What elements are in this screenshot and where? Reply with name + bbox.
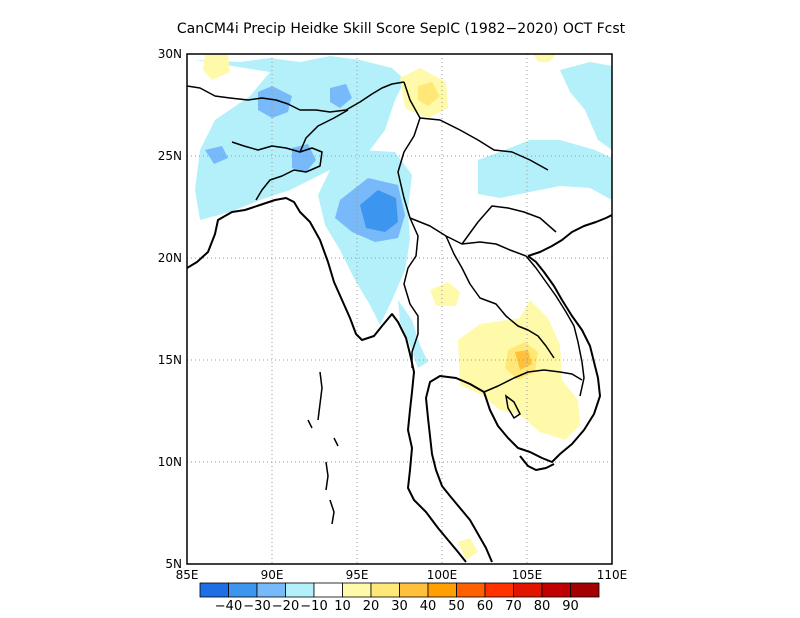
colorbar-swatch bbox=[313, 582, 343, 598]
x-tick-label: 105E bbox=[512, 568, 543, 582]
positive-skill-mid bbox=[430, 282, 460, 306]
border-myanmar-east bbox=[397, 81, 421, 368]
map-islands bbox=[307, 371, 521, 525]
colorbar-label: 60 bbox=[477, 599, 494, 614]
colorbar-swatch bbox=[342, 582, 372, 598]
border-laos-vietnam bbox=[525, 255, 585, 397]
colorbar-swatch bbox=[570, 582, 600, 598]
lake-tonle-sap bbox=[504, 394, 521, 420]
map-coastlines bbox=[187, 197, 612, 563]
colorbar-label: −10 bbox=[300, 599, 327, 614]
x-tick-label: 100E bbox=[427, 568, 458, 582]
x-tick-label: 95E bbox=[346, 568, 369, 582]
colorbar-swatch bbox=[427, 582, 457, 598]
y-tick-label: 10N bbox=[158, 455, 182, 469]
colorbar-swatch bbox=[399, 582, 429, 598]
negative-skill-mid-4 bbox=[330, 84, 352, 108]
border-cambodia bbox=[483, 369, 583, 393]
colorbar-swatch bbox=[541, 582, 571, 598]
border-himalaya bbox=[187, 81, 405, 113]
map-title: CanCM4i Precip Heidke Skill Score SepIC … bbox=[177, 21, 626, 37]
map-borders bbox=[187, 81, 585, 397]
colorbar-label: 90 bbox=[562, 599, 579, 614]
x-tick-label: 85E bbox=[176, 568, 199, 582]
border-china-laos bbox=[409, 217, 527, 257]
y-tick-label: 25N bbox=[158, 149, 182, 163]
colorbar-swatch bbox=[484, 582, 514, 598]
colorbar-label: 30 bbox=[391, 599, 408, 614]
island-nicobar-2 bbox=[329, 499, 335, 525]
border-thailand-laos bbox=[445, 235, 555, 359]
island-andaman-1 bbox=[317, 371, 323, 421]
border-china-north bbox=[419, 117, 549, 171]
negative-skill-east-upper bbox=[560, 62, 612, 150]
negative-skill-south bbox=[398, 300, 428, 368]
negative-skill-mid-2 bbox=[258, 86, 292, 118]
x-tick-label: 110E bbox=[597, 568, 628, 582]
colorbar-swatch bbox=[199, 582, 229, 598]
coastline-south-vietnam bbox=[519, 455, 555, 471]
positive-skill-north-2 bbox=[418, 82, 440, 106]
island-nicobar bbox=[325, 461, 329, 491]
negative-skill-core-1 bbox=[360, 190, 398, 232]
island-small-2 bbox=[333, 437, 339, 447]
map-frame bbox=[186, 53, 613, 565]
positive-skill-south-4 bbox=[458, 538, 478, 560]
border-myanmar-west bbox=[299, 109, 349, 153]
y-tick-label: 30N bbox=[158, 47, 182, 61]
border-china-vietnam bbox=[461, 205, 557, 245]
map-area bbox=[187, 54, 612, 564]
colorbar-label: 20 bbox=[363, 599, 380, 614]
x-tick-label: 90E bbox=[261, 568, 284, 582]
colorbar-swatch bbox=[285, 582, 315, 598]
positive-skill-top-1 bbox=[203, 54, 230, 80]
colorbar-label: −30 bbox=[243, 599, 270, 614]
coastline-india-bangladesh-myanmar bbox=[187, 197, 467, 563]
colorbar-label: 50 bbox=[448, 599, 465, 614]
colorbar: −40 −30 −20 −10 10 20 30 40 50 60 70 80 90 bbox=[199, 582, 600, 614]
coastline-gulf-thailand bbox=[483, 255, 601, 463]
colorbar-label: −40 bbox=[215, 599, 242, 614]
colorbar-swatch bbox=[256, 582, 286, 598]
negative-skill-mid-5 bbox=[205, 146, 228, 164]
skill-shading bbox=[195, 54, 612, 560]
colorbar-label: 70 bbox=[505, 599, 522, 614]
colorbar-swatch bbox=[228, 582, 258, 598]
positive-skill-top-2 bbox=[533, 54, 556, 62]
colorbar-label: 40 bbox=[420, 599, 437, 614]
negative-skill-north bbox=[195, 56, 405, 220]
colorbar-swatch bbox=[513, 582, 543, 598]
y-tick-label: 5N bbox=[165, 557, 182, 571]
colorbar-label: 10 bbox=[334, 599, 351, 614]
island-small-1 bbox=[307, 419, 313, 429]
map-gridlines bbox=[187, 54, 612, 564]
colorbar-label: 80 bbox=[534, 599, 551, 614]
border-bangladesh bbox=[231, 141, 323, 201]
y-axis: 5N 10N 15N 20N 25N 30N bbox=[158, 47, 182, 571]
coastline-vietnam-north bbox=[527, 214, 612, 257]
colorbar-swatch bbox=[370, 582, 400, 598]
coastline-malay-east bbox=[425, 375, 493, 563]
negative-skill-east bbox=[478, 140, 612, 200]
x-axis: 85E 90E 95E 100E 105E 110E bbox=[176, 568, 628, 582]
colorbar-label: −20 bbox=[272, 599, 299, 614]
y-tick-label: 20N bbox=[158, 251, 182, 265]
colorbar-swatch bbox=[456, 582, 486, 598]
y-tick-label: 15N bbox=[158, 353, 182, 367]
